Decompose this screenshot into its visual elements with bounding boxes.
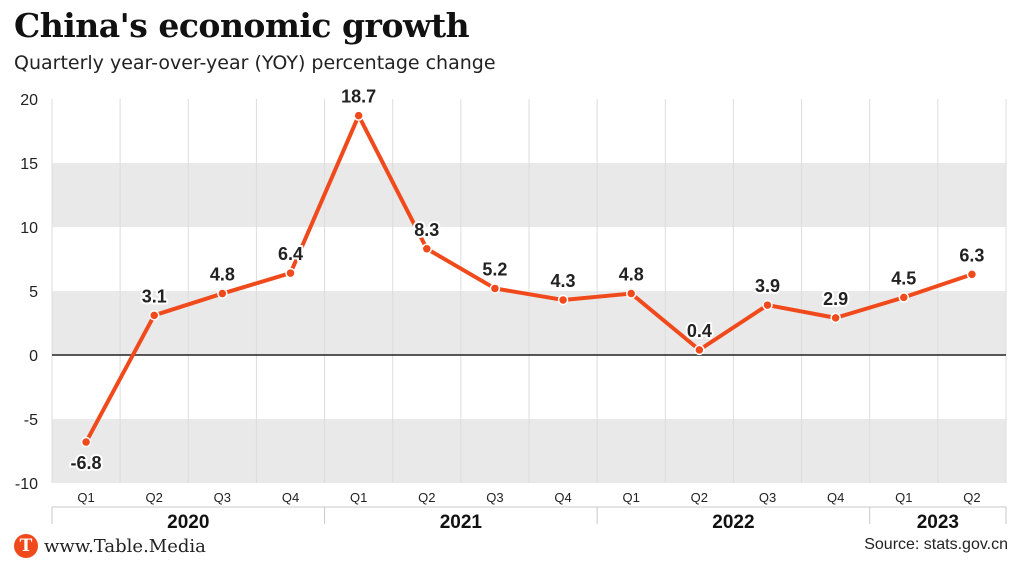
table-media-logo-icon: T xyxy=(14,534,38,558)
y-tick-label: -10 xyxy=(15,476,38,493)
x-tick-label: Q2 xyxy=(963,490,980,505)
y-tick-label: 10 xyxy=(20,220,38,237)
data-label: 3.9 xyxy=(755,276,780,296)
data-point xyxy=(421,243,433,255)
data-label: 8.3 xyxy=(414,220,439,240)
data-label: 6.3 xyxy=(959,245,984,265)
x-tick-label: Q3 xyxy=(486,490,503,505)
data-label: 2.9 xyxy=(823,289,848,309)
x-tick-label: Q2 xyxy=(691,490,708,505)
data-label: 5.2 xyxy=(482,259,507,279)
data-label: 4.8 xyxy=(210,265,235,285)
x-tick-label: Q1 xyxy=(623,490,640,505)
data-label: 4.5 xyxy=(891,268,916,288)
data-label: 6.4 xyxy=(278,244,303,264)
source-label: Source: stats.gov.cn xyxy=(864,536,1008,553)
data-label: 0.4 xyxy=(687,321,712,341)
x-tick-label: Q1 xyxy=(77,490,94,505)
website-label: www.Table.Media xyxy=(44,535,206,557)
x-tick-label: Q3 xyxy=(759,490,776,505)
y-tick-label: 20 xyxy=(20,92,38,109)
data-point xyxy=(898,292,910,303)
x-tick-label: Q4 xyxy=(282,490,299,505)
x-tick-label: Q1 xyxy=(350,490,367,505)
y-tick-label: 15 xyxy=(20,156,38,173)
data-point xyxy=(285,267,296,279)
data-point xyxy=(353,110,364,121)
data-point xyxy=(625,288,637,299)
data-label: -6.8 xyxy=(71,453,102,473)
chart-title: China's economic growth xyxy=(14,6,470,45)
data-point xyxy=(966,269,978,280)
year-label: 2020 xyxy=(167,512,209,533)
data-point xyxy=(148,310,160,321)
data-point xyxy=(557,294,569,306)
x-tick-label: Q2 xyxy=(146,490,163,505)
data-point xyxy=(217,288,228,299)
data-label: 3.1 xyxy=(142,286,167,306)
x-tick-label: Q4 xyxy=(827,490,844,505)
data-point xyxy=(489,283,501,294)
year-label: 2023 xyxy=(917,512,959,533)
data-point xyxy=(694,344,705,356)
data-label: 4.3 xyxy=(551,271,576,291)
y-tick-label: -5 xyxy=(24,412,38,429)
x-tick-label: Q1 xyxy=(895,490,912,505)
y-tick-label: 5 xyxy=(29,284,38,301)
data-point xyxy=(80,436,92,448)
series-line xyxy=(84,113,974,445)
year-label: 2022 xyxy=(712,512,754,533)
data-label: 18.7 xyxy=(341,87,376,107)
x-tick-label: Q2 xyxy=(418,490,435,505)
y-tick-label: 0 xyxy=(29,348,38,365)
data-point xyxy=(762,299,773,311)
table-media-logo: T www.Table.Media xyxy=(14,534,206,558)
data-point xyxy=(830,312,841,324)
x-tick-label: Q4 xyxy=(554,490,571,505)
year-label: 2021 xyxy=(440,512,483,533)
data-label: 4.8 xyxy=(619,265,644,285)
x-tick-label: Q3 xyxy=(214,490,231,505)
chart-subtitle: Quarterly year-over-year (YOY) percentag… xyxy=(14,52,496,74)
